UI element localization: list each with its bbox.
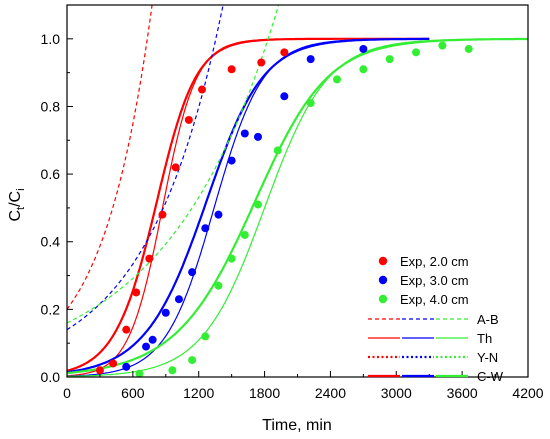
model-curve-cw-2cm bbox=[67, 37, 430, 372]
data-point bbox=[122, 325, 131, 334]
model-curve-ab-2cm bbox=[67, 5, 153, 310]
model-curve-ab-4cm bbox=[67, 5, 280, 324]
x-tick-label: 3000 bbox=[381, 385, 412, 401]
y-tick-label: 0.6 bbox=[41, 166, 61, 182]
data-point bbox=[253, 132, 262, 141]
data-point bbox=[168, 366, 177, 375]
data-point bbox=[188, 356, 197, 365]
data-point bbox=[253, 200, 262, 209]
data-point bbox=[359, 44, 368, 53]
model-curve-th-3cm bbox=[67, 38, 430, 377]
data-point bbox=[214, 210, 223, 219]
x-tick-label: 600 bbox=[121, 385, 145, 401]
legend: Exp, 2.0 cm Exp, 3.0 cm Exp, 4.0 cm A-B Th Y-… bbox=[368, 254, 504, 384]
data-point bbox=[438, 41, 447, 50]
data-point bbox=[161, 308, 170, 317]
data-point bbox=[95, 366, 104, 375]
data-point bbox=[273, 146, 282, 155]
data-point bbox=[201, 224, 210, 233]
legend-marker bbox=[378, 275, 388, 285]
x-tick-label: 1800 bbox=[249, 385, 280, 401]
data-point bbox=[412, 48, 421, 57]
data-point bbox=[240, 129, 249, 138]
data-point bbox=[280, 92, 289, 101]
legend-model-label: C-W bbox=[477, 369, 504, 384]
model-curves bbox=[67, 5, 528, 377]
data-point bbox=[132, 288, 141, 297]
x-tick-label: 1200 bbox=[183, 385, 214, 401]
model-curve-cw-3cm bbox=[67, 37, 430, 374]
x-tick-label: 0 bbox=[63, 385, 71, 401]
data-point bbox=[198, 85, 207, 94]
legend-model-label: Y-N bbox=[477, 350, 498, 365]
data-point bbox=[148, 335, 157, 344]
data-point bbox=[464, 44, 473, 53]
y-tick-label: 0.4 bbox=[41, 234, 61, 250]
legend-marker bbox=[378, 256, 388, 266]
model-curve-th-4cm bbox=[67, 38, 528, 377]
x-tick-label: 4200 bbox=[512, 385, 543, 401]
x-tick-label: 2400 bbox=[315, 385, 346, 401]
model-curve-cw-4cm bbox=[67, 37, 528, 375]
x-axis-title: Time, min bbox=[262, 417, 332, 434]
legend-model-label: A-B bbox=[477, 312, 499, 327]
data-point bbox=[188, 268, 197, 277]
data-point bbox=[306, 55, 315, 64]
model-curve-th-2cm bbox=[67, 38, 430, 377]
data-point bbox=[306, 99, 315, 108]
axis-ticks: 0 600 1200 1800 2400 3000 3600 4200 0.0 0.2 0.4 0.6… bbox=[41, 4, 544, 401]
data-point bbox=[257, 58, 266, 67]
data-point bbox=[227, 156, 236, 165]
data-point bbox=[135, 369, 144, 378]
data-point bbox=[385, 55, 394, 64]
data-point bbox=[158, 210, 167, 219]
data-point bbox=[145, 254, 154, 263]
data-point bbox=[142, 342, 151, 351]
y-tick-label: 0.2 bbox=[41, 301, 61, 317]
data-point bbox=[280, 48, 289, 57]
data-point bbox=[174, 295, 183, 304]
legend-label: Exp, 2.0 cm bbox=[400, 254, 469, 269]
x-tick-label: 3600 bbox=[447, 385, 478, 401]
data-point bbox=[240, 230, 249, 239]
legend-model-label: Th bbox=[477, 331, 492, 346]
data-point bbox=[227, 65, 236, 74]
plot-frame bbox=[66, 4, 529, 378]
y-tick-label: 0.0 bbox=[41, 369, 61, 385]
legend-label: Exp, 4.0 cm bbox=[400, 292, 469, 307]
data-point bbox=[201, 332, 210, 341]
data-point bbox=[109, 359, 118, 368]
experimental-points bbox=[95, 41, 473, 378]
data-point bbox=[171, 163, 180, 172]
data-point bbox=[184, 115, 193, 124]
data-point bbox=[214, 281, 223, 290]
y-tick-label: 0.8 bbox=[41, 98, 61, 114]
data-point bbox=[122, 362, 131, 371]
data-point bbox=[227, 254, 236, 263]
y-tick-label: 1.0 bbox=[41, 31, 61, 47]
data-point bbox=[333, 75, 342, 84]
data-point bbox=[359, 65, 368, 74]
y-axis-title: Ct/Ci bbox=[7, 188, 27, 221]
legend-marker bbox=[378, 294, 388, 304]
legend-label: Exp, 3.0 cm bbox=[400, 273, 469, 288]
